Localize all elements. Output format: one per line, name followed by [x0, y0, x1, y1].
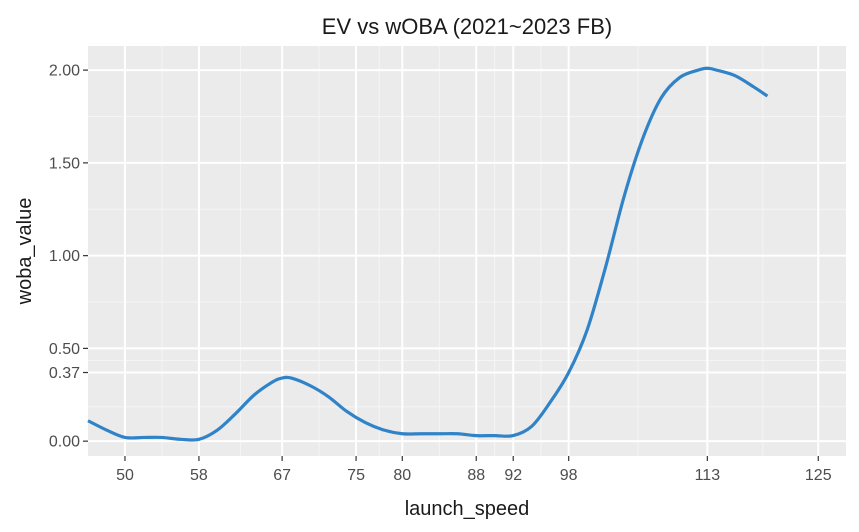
x-tick-label: 67 — [273, 467, 291, 484]
y-tick-label: 1.00 — [49, 248, 80, 265]
x-tick-label: 92 — [504, 467, 522, 484]
y-tick-label: 0.50 — [49, 341, 80, 358]
minor-gridlines — [88, 46, 846, 456]
y-tick-label: 0.37 — [49, 365, 80, 382]
x-tick-label: 50 — [116, 467, 134, 484]
x-tick-label: 80 — [393, 467, 411, 484]
chart-title: EV vs wOBA (2021~2023 FB) — [322, 14, 612, 39]
x-axis: 50 58 67 75 80 88 92 98 113 125 — [116, 456, 832, 484]
y-axis: 0.00 0.37 0.50 1.00 1.50 2.00 — [49, 63, 88, 451]
x-tick-label: 125 — [805, 467, 832, 484]
y-tick-label: 1.50 — [49, 155, 80, 172]
plot-panel — [88, 46, 846, 456]
x-tick-label: 58 — [190, 467, 208, 484]
x-tick-label: 88 — [467, 467, 485, 484]
x-axis-title: launch_speed — [405, 498, 530, 520]
x-tick-label: 98 — [560, 467, 578, 484]
x-tick-label: 75 — [347, 467, 365, 484]
y-tick-label: 2.00 — [49, 63, 80, 80]
y-axis-title: woba_value — [14, 198, 36, 306]
major-gridlines — [88, 46, 846, 456]
y-tick-label: 0.00 — [49, 434, 80, 451]
x-tick-label: 113 — [695, 467, 721, 484]
series-line — [87, 66, 769, 442]
series-layer — [87, 66, 769, 442]
